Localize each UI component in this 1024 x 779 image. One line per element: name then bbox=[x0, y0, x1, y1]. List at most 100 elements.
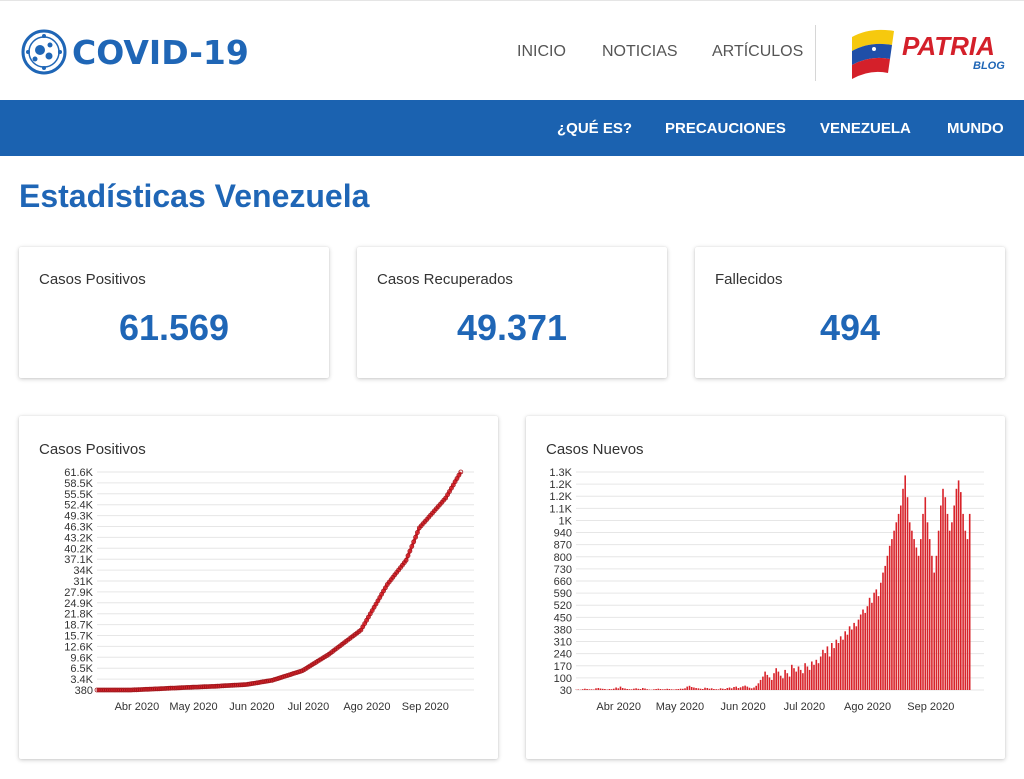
bar bbox=[953, 505, 955, 690]
bar bbox=[668, 689, 671, 690]
bar bbox=[922, 513, 924, 690]
bar bbox=[782, 678, 784, 690]
patria-blog-logo[interactable]: PATRIA BLOG bbox=[848, 27, 1008, 79]
bar bbox=[797, 666, 800, 690]
subnav-que-es[interactable]: ¿QUÉ ES? bbox=[557, 120, 633, 137]
y-tick-label: 380 bbox=[554, 624, 572, 636]
bar bbox=[728, 687, 731, 690]
bar bbox=[697, 688, 700, 690]
bar bbox=[913, 539, 915, 690]
line-chart: 3803.4K6.5K9.6K12.6K15.7K18.7K21.8K24.9K… bbox=[64, 467, 474, 713]
stat-value: 494 bbox=[819, 307, 881, 348]
bar bbox=[657, 688, 660, 690]
bar bbox=[722, 688, 724, 690]
bar bbox=[835, 639, 838, 690]
nav-inicio[interactable]: INICIO bbox=[517, 43, 566, 60]
bar bbox=[799, 669, 802, 690]
bar bbox=[928, 539, 931, 690]
stat-label: Casos Recuperados bbox=[377, 271, 513, 288]
bar bbox=[759, 679, 762, 690]
bar bbox=[777, 671, 780, 690]
subnav-mundo[interactable]: MUNDO bbox=[947, 120, 1004, 137]
bar bbox=[755, 685, 757, 690]
bar bbox=[617, 688, 620, 690]
bar bbox=[695, 688, 697, 690]
bar bbox=[653, 689, 655, 690]
bar bbox=[966, 539, 969, 690]
bar bbox=[868, 597, 871, 690]
bar bbox=[642, 688, 644, 690]
y-tick-label: 30 bbox=[560, 685, 572, 697]
bar bbox=[746, 686, 749, 690]
y-tick-label: 15.7K bbox=[64, 631, 93, 643]
y-tick-label: 46.3K bbox=[64, 522, 93, 534]
bar bbox=[766, 674, 769, 690]
x-tick-label: Jun 2020 bbox=[229, 701, 274, 713]
data-point bbox=[409, 543, 415, 549]
bar bbox=[968, 513, 971, 690]
subnav-venezuela[interactable]: VENEZUELA bbox=[820, 120, 911, 137]
y-tick-label: 1K bbox=[559, 515, 573, 527]
bar bbox=[822, 649, 824, 690]
y-tick-label: 520 bbox=[554, 600, 572, 612]
y-tick-label: 450 bbox=[554, 612, 572, 624]
bar bbox=[606, 689, 608, 690]
bar bbox=[826, 646, 829, 690]
bar bbox=[811, 661, 813, 690]
y-tick-label: 34K bbox=[73, 565, 93, 577]
venezuela-flag-icon bbox=[852, 29, 894, 79]
bar bbox=[837, 643, 840, 690]
bar bbox=[670, 689, 673, 690]
x-tick-label: Sep 2020 bbox=[907, 701, 954, 713]
site-logo[interactable]: COVID-19 bbox=[20, 28, 249, 76]
bar bbox=[739, 687, 742, 690]
bar bbox=[839, 636, 842, 690]
bar bbox=[920, 539, 922, 690]
bar bbox=[962, 513, 964, 690]
bar bbox=[733, 687, 735, 690]
y-tick-label: 1.1K bbox=[549, 503, 572, 515]
bar bbox=[599, 688, 602, 690]
bar bbox=[608, 689, 611, 690]
y-tick-label: 310 bbox=[554, 637, 572, 649]
stat-card-recuperados: Casos Recuperados 49.371 bbox=[357, 247, 667, 378]
bar bbox=[744, 685, 746, 690]
bar bbox=[635, 688, 637, 690]
bar bbox=[699, 688, 702, 690]
bar bbox=[862, 609, 864, 690]
nav-noticias[interactable]: NOTICIAS bbox=[602, 43, 678, 60]
bar bbox=[815, 659, 818, 690]
bar bbox=[924, 497, 927, 690]
bar bbox=[915, 547, 918, 690]
bar bbox=[597, 688, 600, 690]
y-tick-label: 870 bbox=[554, 540, 572, 552]
bar bbox=[684, 688, 686, 690]
bar bbox=[584, 688, 586, 690]
bar bbox=[817, 663, 820, 690]
data-point bbox=[411, 539, 417, 545]
bar bbox=[779, 675, 782, 690]
nav-articulos[interactable]: ARTÍCULOS bbox=[712, 43, 804, 60]
stat-label: Casos Positivos bbox=[39, 271, 146, 288]
sub-nav: ¿QUÉ ES? PRECAUCIONES VENEZUELA MUNDO bbox=[0, 100, 1024, 156]
bar bbox=[940, 505, 942, 690]
y-tick-label: 27.9K bbox=[64, 587, 93, 599]
bar bbox=[791, 664, 793, 690]
subnav-precauciones[interactable]: PRECAUCIONES bbox=[665, 120, 786, 137]
bar-chart: 3010017024031038045052059066073080087094… bbox=[549, 467, 984, 713]
bar bbox=[857, 619, 860, 690]
bar bbox=[710, 688, 713, 690]
x-tick-label: Sep 2020 bbox=[402, 701, 449, 713]
chart-title: Casos Positivos bbox=[39, 441, 146, 458]
bar bbox=[688, 685, 691, 690]
bar bbox=[750, 688, 753, 690]
bar bbox=[655, 689, 657, 690]
bar bbox=[831, 643, 833, 690]
bar bbox=[948, 530, 951, 690]
bar bbox=[793, 668, 795, 690]
bar bbox=[902, 488, 904, 690]
bar bbox=[842, 639, 844, 690]
y-tick-label: 31K bbox=[73, 576, 93, 588]
bar bbox=[875, 589, 878, 690]
bar bbox=[771, 679, 773, 690]
